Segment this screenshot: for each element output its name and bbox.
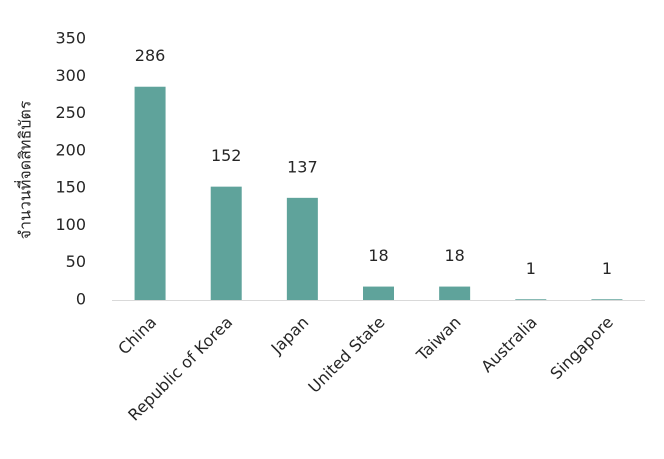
y-tick-label: 350	[55, 29, 86, 48]
y-tick-label: 250	[55, 103, 86, 122]
x-tick-label: Taiwan	[412, 313, 465, 366]
y-tick-label: 50	[66, 252, 86, 271]
x-tick-label: Singapore	[546, 313, 617, 384]
bar	[210, 186, 242, 300]
data-label: 1	[602, 259, 612, 278]
y-tick-label: 0	[76, 290, 86, 309]
y-tick-label: 300	[55, 66, 86, 85]
y-tick-label: 100	[55, 215, 86, 234]
data-label: 152	[211, 146, 242, 165]
bar	[515, 299, 547, 300]
x-tick-label: United State	[304, 313, 388, 397]
data-label: 18	[368, 246, 388, 265]
y-tick-label: 150	[55, 178, 86, 197]
x-tick-label: Japan	[267, 313, 313, 359]
data-label: 286	[135, 46, 166, 65]
x-tick-label: China	[114, 313, 160, 359]
data-label: 18	[444, 246, 464, 265]
bar	[134, 86, 166, 301]
data-label: 1	[526, 259, 536, 278]
bar	[363, 286, 394, 300]
x-tick-label: Australia	[477, 313, 540, 376]
data-label: 137	[287, 157, 318, 176]
bar	[591, 299, 623, 300]
y-tick-label: 200	[55, 140, 86, 159]
bar	[439, 286, 471, 300]
bar	[286, 197, 318, 300]
y-axis-label: จำนวนที่จดสิทธิบัตร	[14, 100, 35, 239]
